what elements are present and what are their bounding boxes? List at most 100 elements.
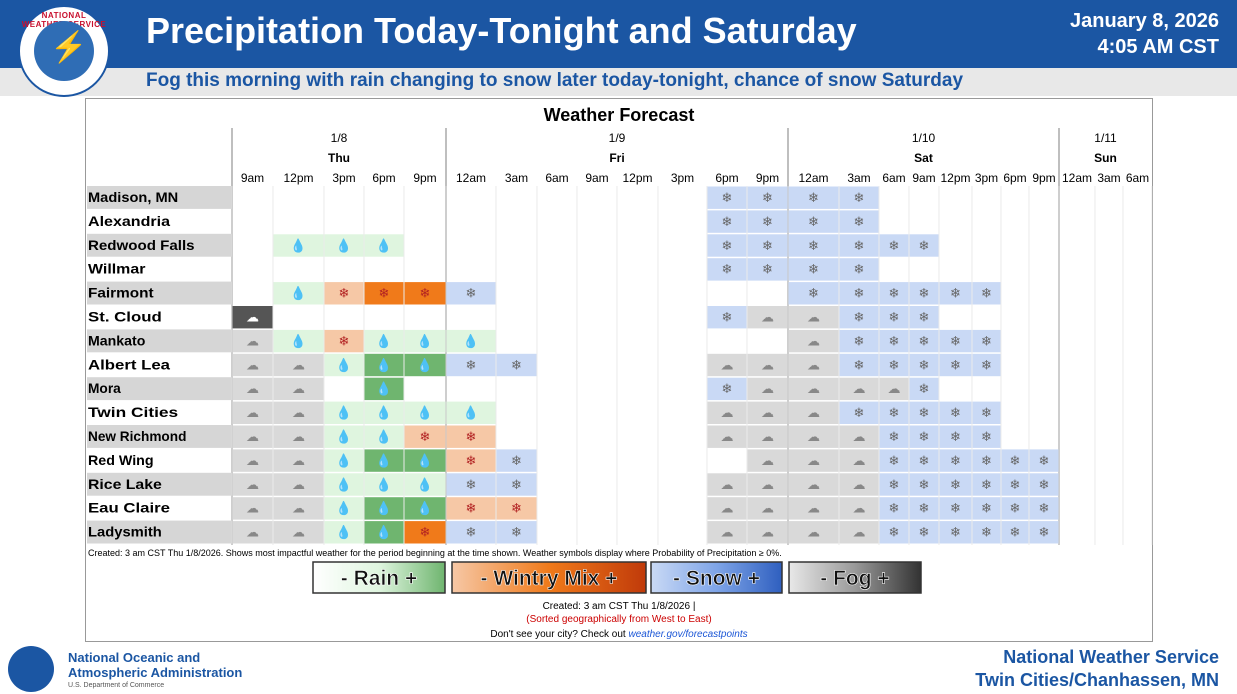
forecast-cell (972, 401, 1001, 424)
city-name: Mora (88, 380, 121, 396)
time-label: 3pm (671, 171, 694, 185)
weather-symbol-icon: ❄ (808, 263, 819, 278)
weather-symbol-icon: ☁ (246, 502, 259, 517)
weather-symbol-icon: ❄ (420, 526, 431, 541)
weather-symbol-icon: ☁ (246, 454, 259, 469)
time-label: 6pm (372, 171, 395, 185)
weather-symbol-icon: 💧 (376, 357, 392, 373)
forecast-cell (839, 306, 879, 329)
city-name: Twin Cities (88, 404, 178, 420)
weather-symbol-icon: 💧 (417, 405, 433, 421)
forecast-cell (404, 473, 446, 496)
city-row-bg (87, 472, 232, 496)
forecast-cell (972, 497, 1001, 520)
forecast-cell (496, 449, 537, 472)
time-label: 3am (505, 171, 528, 185)
weather-symbol-icon: ❄ (950, 287, 961, 302)
weather-symbol-icon: 💧 (336, 501, 352, 517)
weather-symbol-icon: ❄ (889, 406, 900, 421)
forecast-cell (839, 449, 879, 472)
weather-symbol-icon: 💧 (336, 429, 352, 445)
weather-symbol-icon: ❄ (722, 263, 733, 278)
weather-symbol-icon: 💧 (463, 405, 479, 421)
weather-symbol-icon: 💧 (376, 381, 392, 397)
forecast-cell (404, 449, 446, 472)
forecast-cell (273, 329, 324, 353)
forecast-cell (707, 353, 747, 377)
time-label: 12am (798, 171, 828, 185)
weather-symbol-icon: ☁ (761, 454, 774, 469)
weather-symbol-icon: ❄ (919, 334, 930, 349)
forecast-cell (364, 377, 404, 401)
forecast-cell (747, 377, 788, 401)
day-date-label: 1/8 (331, 131, 348, 145)
forecast-cell (747, 306, 788, 329)
weather-symbol-icon: 💧 (290, 333, 306, 349)
weather-symbol-icon: ☁ (888, 382, 901, 397)
time-label: 12pm (283, 171, 313, 185)
weather-symbol-icon: ☁ (721, 358, 734, 373)
forecast-cell (909, 234, 939, 257)
city-name: Redwood Falls (88, 237, 195, 253)
weather-symbol-icon: ❄ (511, 358, 522, 373)
forecast-cell (839, 473, 879, 496)
time-label: 12pm (622, 171, 652, 185)
weather-symbol-icon: 💧 (417, 477, 433, 493)
weather-symbol-icon: ❄ (511, 454, 522, 469)
forecast-cell (747, 521, 788, 544)
weather-symbol-icon: ☁ (807, 430, 820, 445)
forecast-cell (232, 521, 273, 544)
forecast-cell (939, 497, 972, 520)
weather-symbol-icon: ☁ (246, 478, 259, 493)
time-label: 9am (585, 171, 608, 185)
forecast-cell (972, 425, 1001, 448)
forecast-cell (324, 234, 364, 257)
forecast-cell (273, 449, 324, 472)
weather-symbol-icon: ❄ (511, 502, 522, 517)
legend-label: - Rain + (341, 567, 417, 590)
weather-symbol-icon: ☁ (853, 430, 866, 445)
forecast-cell (1029, 449, 1059, 472)
weather-symbol-icon: ☁ (721, 526, 734, 541)
issue-datetime: January 8, 2026 4:05 AM CST (1070, 8, 1219, 60)
time-label: 6pm (1003, 171, 1026, 185)
weather-symbol-icon: 💧 (336, 405, 352, 421)
weather-symbol-icon: ☁ (807, 478, 820, 493)
office-footer: National Weather Service Twin Cities/Cha… (975, 646, 1219, 692)
legend-label: - Snow + (673, 567, 760, 590)
time-label: 6pm (715, 171, 738, 185)
weather-symbol-icon: ❄ (808, 215, 819, 230)
forecast-points-link[interactable]: weather.gov/forecastpoints (628, 629, 747, 640)
weather-symbol-icon: ❄ (889, 454, 900, 469)
city-row-bg (87, 233, 232, 257)
weather-symbol-icon: ☁ (807, 382, 820, 397)
weather-symbol-icon: ❄ (981, 454, 992, 469)
forecast-cell (324, 282, 364, 305)
legend-swatch (650, 561, 783, 594)
forecast-cell (909, 353, 939, 377)
forecast-cell (324, 449, 364, 472)
weather-symbol-icon: ❄ (808, 239, 819, 254)
weather-symbol-icon: ❄ (854, 263, 865, 278)
forecast-cell (404, 353, 446, 377)
weather-symbol-icon: ❄ (919, 311, 930, 326)
city-name: Eau Claire (88, 500, 170, 516)
forecast-cell (273, 521, 324, 544)
weather-symbol-icon: ☁ (292, 526, 305, 541)
office-line2: Twin Cities/Chanhassen, MN (975, 670, 1219, 690)
forecast-cell (939, 425, 972, 448)
city-row-bg (87, 186, 232, 209)
weather-symbol-icon: ❄ (919, 478, 930, 493)
weather-symbol-icon: ❄ (808, 191, 819, 206)
forecast-cell (496, 473, 537, 496)
weather-symbol-icon: ❄ (1039, 478, 1050, 493)
issue-date: January 8, 2026 (1070, 10, 1219, 32)
weather-symbol-icon: ☁ (807, 502, 820, 517)
forecast-cell (788, 282, 839, 305)
time-label: 6am (882, 171, 905, 185)
day-date-label: 1/11 (1094, 131, 1117, 145)
weather-symbol-icon: ❄ (511, 478, 522, 493)
forecast-cell (788, 473, 839, 496)
nws-logo-emblem (34, 21, 94, 81)
noaa-name-line2: Atmospheric Administration (68, 665, 243, 680)
